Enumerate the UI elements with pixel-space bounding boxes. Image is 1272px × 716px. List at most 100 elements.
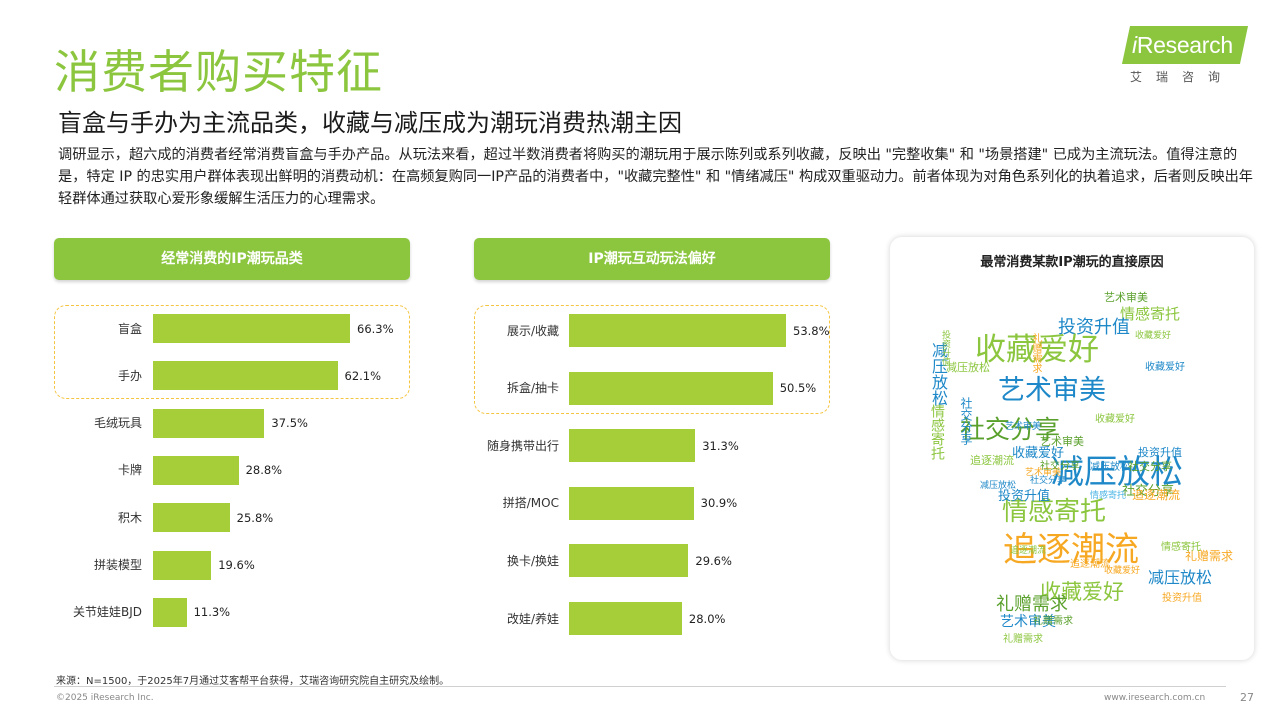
cloud-word: 社交分享 [959,397,973,445]
cloud-word: 礼赠需求 [1185,549,1234,563]
bar [153,455,239,485]
cloud-word: 减压放松 [946,361,990,374]
cloud-word: 减压放松 [1090,462,1130,473]
cloud-word: 收藏爱好 [1095,414,1135,425]
cloud-word: 社交分享 [1040,461,1080,472]
category-label: 拼搭/MOC [502,496,559,511]
cloud-word: 收藏爱好 [1135,331,1172,341]
highlight-box [474,305,830,414]
value-label: 19.6% [218,558,255,572]
logo-chinese-name: 艾瑞咨询 [1130,70,1235,84]
cloud-word: 收藏爱好 [1012,446,1065,461]
value-label: 31.3% [702,438,739,453]
page-title: 消费者购买特征 [54,45,383,99]
cloud-word: 艺术审美 [1104,291,1148,304]
cloud-word: 追逐潮流 [1010,546,1047,556]
page-description: 调研显示，超六成的消费者经常消费盲盒与手办产品。从玩法来看，超过半数消费者将购买… [58,147,1253,207]
bar [153,314,350,343]
source-note: 来源：N=1500，于2025年7月通过艾客帮平台获得，艾瑞咨询研究院自主研究及… [56,676,450,687]
cloud-word: 社交分享 [1122,484,1175,499]
cloud-word: 投资升值 [1138,446,1182,459]
cloud-word: 艺术审美 [1005,422,1042,432]
value-label: 30.9% [700,496,738,511]
value-label: 28.8% [245,463,283,478]
category-label: 盲盒 [117,321,142,336]
cloud-word: 社交分享 [1030,476,1067,486]
cloud-word: 情感寄托 [1090,491,1127,501]
bar [569,371,773,405]
bar [153,408,265,438]
cloud-word: 减压放松 [929,342,948,406]
value-label: 28.0% [688,611,726,626]
bar [569,429,696,463]
value-label: 50.5% [779,381,817,396]
category-label: 随身携带出行 [486,438,559,453]
bar [569,486,694,520]
iresearch-logo: iResearch 艾瑞咨询 [1121,26,1249,86]
cloud-word: 追逐潮流 [1132,488,1181,502]
category-label: 卡牌 [117,463,142,478]
bar [153,503,230,533]
cloud-word: 投资升值 [1058,317,1130,338]
cloud-word: 投资升值 [940,330,950,366]
cloud-word: 礼赠需求 [996,594,1068,615]
bar [153,361,338,391]
cloud-word: 情感寄托 [929,404,945,460]
page-subtitle: 盲盒与手办为主流品类，收藏与减压成为潮玩消费热潮主因 [58,109,682,137]
cloud-word: 投资升值 [1162,593,1202,604]
cloud-word: 投资升值 [998,489,1051,504]
value-label: 53.8% [793,323,830,338]
copyright: ©2025 iResearch Inc. [56,693,154,703]
category-label: 拆盒/抽卡 [506,381,559,396]
cloud-word: 收藏爱好 [1104,566,1141,576]
word-cloud-title: 最常消费某款IP潮玩的直接原因 [980,255,1164,270]
cloud-word: 收藏爱好 [1145,362,1185,373]
highlight-box [54,305,410,400]
cloud-word: 社交分享 [1128,460,1172,473]
cloud-word: 情感寄托 [1161,542,1201,553]
footer-divider [54,686,1226,687]
category-label: 毛绒玩具 [93,416,142,431]
value-label: 62.1% [344,368,382,383]
category-label: 手办 [117,368,142,383]
value-label: 37.5% [271,416,308,431]
cloud-word: 艺术审美 [998,375,1106,406]
cloud-word: 减压放松 [1148,568,1213,587]
cloud-word: 追逐潮流 [1070,559,1110,570]
category-label: 换卡/换娃 [506,553,559,568]
word-cloud-panel: 最常消费某款IP潮玩的直接原因 艺术审美 情感寄托 投资升值 收藏爱好 艺术审美 社交分享… [890,237,1254,660]
cloud-word: 减压放松 [980,481,1017,491]
value-label: 11.3% [193,605,231,620]
category-label: 展示/收藏 [506,323,559,338]
bar [569,314,786,347]
category-label: 改娃/养娃 [506,611,559,626]
category-label: 拼装模型 [93,558,142,572]
cloud-word: 减压放松 [1051,452,1183,491]
bar [153,597,187,627]
logo-wordmark: iResearch [1132,32,1233,58]
cloud-word: 收藏爱好 [1040,580,1124,604]
category-label: 关节娃娃BJD [72,605,142,620]
value-label: 29.6% [695,553,732,568]
value-label: 66.3% [357,321,394,336]
value-label: 25.8% [236,510,274,525]
page-number: 27 [1240,691,1254,704]
cloud-word: 追逐潮流 [1003,530,1139,570]
cloud-word: 礼赠需求 [1033,616,1073,627]
cloud-word: 情感寄托 [1120,305,1181,323]
cloud-word: 社交分享 [960,415,1061,444]
chart-1-title: 经常消费的IP潮玩品类 [54,238,410,280]
cloud-word: 艺术审美 [1000,614,1056,630]
bar [569,544,689,578]
cloud-word: 艺术审美 [1040,435,1084,448]
bar [569,602,682,635]
bar [153,550,212,580]
cloud-word: 艺术审美 [1025,468,1062,478]
category-label: 积木 [117,510,142,525]
cloud-word: 收藏爱好 [975,332,1099,368]
cloud-word: 礼赠需求 [1030,333,1041,373]
cloud-word: 礼赠需求 [1003,634,1043,645]
cloud-word: 情感寄托 [1002,497,1107,527]
website-link[interactable]: www.iresearch.com.cn [1104,693,1206,703]
cloud-word: 追逐潮流 [970,454,1014,467]
